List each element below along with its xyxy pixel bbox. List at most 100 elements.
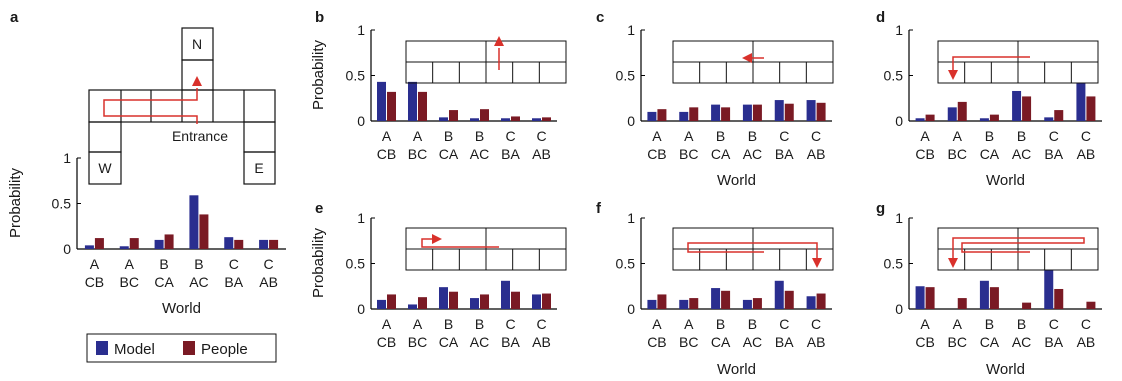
x-tick-label: C: [505, 128, 515, 144]
x-tick-label: A: [953, 316, 963, 332]
y-tick-label: 0: [895, 113, 903, 129]
bar-people-CBA: [785, 104, 794, 121]
bar-model-CBA: [224, 237, 233, 249]
panel-letter: c: [596, 9, 604, 26]
x-tick-label: A: [413, 316, 423, 332]
x-tick-label: BA: [501, 334, 520, 350]
bar-people-CAB: [542, 294, 551, 309]
bar-people-ACB: [95, 238, 104, 249]
bar-model-CBA: [1044, 270, 1053, 309]
x-tick-label: AC: [470, 146, 489, 162]
bar-people-ABC: [958, 102, 967, 121]
panel-letter: g: [876, 200, 885, 217]
bar-people-CBA: [1054, 289, 1063, 309]
maze-diagram: [406, 36, 566, 83]
y-tick-label: 0: [357, 113, 365, 129]
x-tick-label: BC: [120, 274, 139, 290]
bar-model-BCA: [439, 117, 448, 121]
x-tick-label: B: [475, 316, 484, 332]
maze-diagram: [673, 41, 833, 83]
bar-model-BCA: [711, 288, 720, 309]
x-tick-label: B: [1017, 316, 1026, 332]
bar-model-CAB: [259, 240, 268, 249]
bar-model-ABC: [948, 107, 957, 121]
panel-letter: b: [315, 9, 324, 26]
x-tick-label: BA: [775, 334, 794, 350]
x-tick-label: C: [811, 316, 821, 332]
x-tick-label: C: [779, 316, 789, 332]
bar-people-ABC: [130, 238, 139, 249]
bar-people-ABC: [418, 297, 427, 309]
x-tick-label: B: [444, 316, 453, 332]
x-tick-label: B: [985, 128, 994, 144]
bar-people-BCA: [165, 234, 174, 249]
bar-people-ABC: [418, 92, 427, 121]
maze-diagram: [673, 228, 833, 270]
bar-people-BCA: [990, 115, 999, 121]
bar-model-BAC: [470, 118, 479, 121]
x-tick-label: CA: [711, 146, 731, 162]
bar-model-CBA: [1044, 117, 1053, 121]
bar-people-CAB: [817, 103, 826, 121]
y-tick-label: 1: [357, 22, 365, 38]
map-corridor-east: [244, 122, 275, 152]
x-tick-label: AC: [743, 146, 762, 162]
y-tick-label: 0: [627, 113, 635, 129]
x-axis-label: World: [986, 172, 1025, 189]
bar-model-CBA: [501, 118, 510, 121]
path-arrowhead: [812, 258, 822, 268]
path-arrowhead: [948, 258, 958, 268]
x-tick-label: C: [1049, 316, 1059, 332]
bar-model-CBA: [501, 281, 510, 309]
x-tick-label: BA: [224, 274, 243, 290]
bar-model-BCA: [980, 281, 989, 309]
path-arrowhead: [192, 76, 202, 86]
bar-people-BCA: [990, 287, 999, 309]
path-arrowhead: [432, 234, 442, 244]
x-tick-label: B: [985, 316, 994, 332]
x-tick-label: CA: [980, 334, 1000, 350]
y-tick-label: 0.5: [884, 68, 904, 84]
x-tick-label: A: [652, 128, 662, 144]
x-tick-label: CA: [439, 146, 459, 162]
x-tick-label: A: [953, 128, 963, 144]
x-tick-label: CA: [711, 334, 731, 350]
chart-panel-f: f00.51ACBABCBCABACCBACABWorld: [596, 200, 832, 376]
bar-model-CAB: [1076, 83, 1085, 121]
x-tick-label: C: [536, 316, 546, 332]
x-tick-label: AB: [259, 274, 278, 290]
x-tick-label: B: [159, 256, 168, 272]
x-tick-label: C: [1081, 316, 1091, 332]
legend: Model People: [87, 334, 276, 362]
bar-model-ABC: [679, 300, 688, 309]
x-tick-label: A: [413, 128, 423, 144]
x-tick-label: A: [90, 256, 100, 272]
bar-people-CBA: [234, 240, 243, 249]
bar-people-ACB: [387, 294, 396, 309]
x-tick-label: A: [125, 256, 135, 272]
bar-model-CAB: [532, 294, 541, 309]
x-tick-label: BC: [679, 146, 698, 162]
x-tick-label: CB: [915, 334, 934, 350]
y-tick-label: 0: [895, 301, 903, 317]
bar-model-BCA: [711, 105, 720, 121]
maze-diagram: [406, 228, 566, 270]
chart-panel-d: d00.51ACBABCBCABACCBACABWorld: [876, 9, 1102, 189]
x-tick-label: BA: [775, 146, 794, 162]
x-tick-label: CA: [439, 334, 459, 350]
x-tick-label: A: [382, 316, 392, 332]
y-axis-label: Probability: [310, 227, 327, 298]
x-tick-label: B: [475, 128, 484, 144]
x-tick-label: BA: [1044, 334, 1063, 350]
bar-model-BCA: [439, 287, 448, 309]
y-tick-label: 1: [895, 22, 903, 38]
bar-model-CBA: [775, 281, 784, 309]
x-tick-label: CB: [377, 146, 396, 162]
y-tick-label: 0: [357, 301, 365, 317]
bar-people-ACB: [926, 287, 935, 309]
bar-model-ACB: [647, 300, 656, 309]
bar-people-CBA: [511, 116, 520, 121]
